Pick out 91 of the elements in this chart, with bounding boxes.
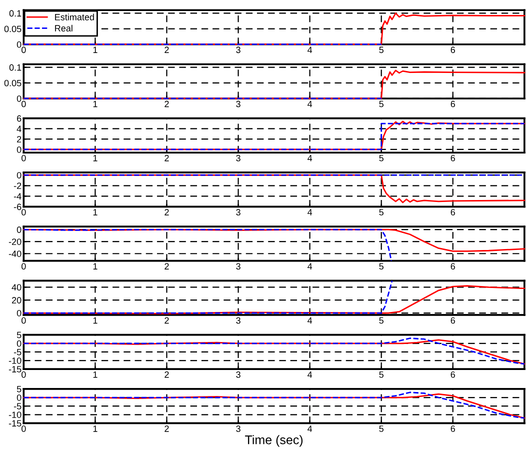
y-tick-label: 5 (16, 332, 22, 338)
x-tick-label: 2 (164, 263, 169, 270)
x-tick-label: 0 (22, 46, 26, 54)
y-tick-label: -10 (8, 357, 22, 364)
y-tick-label: 0 (16, 41, 22, 48)
line-series (22, 228, 392, 262)
x-tick-label: 1 (93, 371, 98, 378)
x-tick-label: 4 (308, 263, 312, 270)
x-tick-label: 3 (236, 209, 240, 216)
x-tick-label: 5 (379, 263, 384, 270)
y-tick-label: -6 (14, 204, 22, 210)
y-tick-label: 0 (16, 95, 22, 102)
y-tick-label: 0.1 (9, 10, 22, 17)
x-tick-label: 4 (308, 209, 312, 216)
x-tick-label: 3 (236, 263, 240, 270)
y-tick-label: -15 (8, 420, 22, 427)
y-tick-label: 5 (16, 386, 22, 392)
x-tick-label: 6 (450, 209, 455, 216)
x-tick-label: 5 (379, 155, 384, 162)
x-tick-label: 6 (450, 426, 455, 432)
x-tick-label: 5 (379, 100, 384, 108)
y-tick-label: 0 (16, 226, 22, 233)
x-axis-title: Time (sec) (245, 435, 303, 447)
x-tick-label: 3 (236, 317, 240, 324)
x-tick-label: 1 (93, 155, 98, 162)
x-tick-label: 1 (93, 426, 98, 432)
x-tick-label: 2 (164, 317, 169, 324)
x-tick-label: 4 (308, 371, 312, 378)
x-tick-label: 2 (164, 100, 169, 108)
y-tick-label: 0.1 (9, 64, 22, 71)
y-tick-label: 0 (16, 172, 22, 178)
x-tick-label: 2 (164, 371, 169, 378)
y-tick-label: 0 (16, 310, 22, 316)
y-tick-label: 0.05 (4, 26, 22, 32)
y-tick-label: -10 (8, 412, 22, 418)
y-tick-label: -40 (8, 250, 22, 257)
x-tick-label: 2 (164, 209, 169, 216)
x-tick-label: 5 (379, 46, 384, 54)
y-tick-label: -5 (14, 349, 22, 356)
x-tick-label: 1 (93, 100, 98, 108)
x-tick-label: 6 (450, 100, 455, 108)
x-tick-label: 3 (236, 154, 240, 162)
x-tick-label: 6 (450, 46, 455, 54)
x-tick-label: 4 (308, 46, 312, 53)
y-tick-label: 0 (16, 146, 22, 153)
y-tick-label: 6 (17, 115, 22, 122)
x-tick-label: 0 (22, 209, 26, 216)
legend-label: Estimated (55, 14, 94, 20)
y-tick-label: 0 (16, 340, 22, 347)
x-tick-label: 1 (93, 46, 98, 53)
x-tick-label: 0 (22, 100, 26, 108)
x-tick-label: 2 (164, 46, 169, 53)
x-tick-label: 3 (236, 100, 240, 108)
x-tick-label: 5 (379, 317, 384, 324)
x-tick-label: 4 (308, 100, 312, 108)
x-tick-label: 2 (164, 426, 169, 432)
x-tick-label: 2 (164, 154, 169, 162)
y-tick-label: -15 (8, 366, 22, 372)
x-tick-label: 0 (22, 263, 26, 270)
y-tick-label: 0 (16, 394, 22, 401)
y-tick-label: 2 (17, 136, 22, 142)
x-tick-label: 0 (22, 317, 26, 324)
x-tick-label: 4 (308, 155, 312, 162)
x-tick-label: 5 (379, 426, 384, 432)
y-tick-label: -20 (8, 238, 22, 245)
x-tick-label: 3 (236, 426, 240, 432)
x-tick-label: 6 (450, 263, 455, 270)
x-tick-label: 0 (22, 154, 26, 162)
x-tick-label: 0 (22, 426, 26, 432)
y-tick-label: -4 (14, 193, 22, 200)
y-tick-label: 20 (12, 297, 22, 304)
x-tick-label: 4 (308, 426, 312, 432)
x-tick-label: 4 (308, 317, 312, 324)
x-tick-label: 6 (450, 154, 455, 162)
x-tick-label: 5 (379, 371, 384, 378)
line-series (22, 280, 393, 314)
y-tick-label: 0.05 (4, 80, 22, 86)
x-tick-label: 1 (93, 263, 98, 270)
y-tick-label: 4 (16, 126, 22, 132)
y-tick-label: -5 (14, 403, 22, 410)
x-tick-label: 5 (379, 209, 384, 216)
x-tick-label: 3 (236, 46, 240, 54)
y-tick-label: -2 (14, 182, 22, 189)
x-tick-label: 1 (93, 317, 98, 324)
x-tick-label: 6 (450, 371, 455, 378)
y-tick-label: 40 (12, 284, 22, 291)
x-tick-label: 0 (22, 371, 26, 378)
x-tick-label: 1 (93, 209, 98, 216)
x-tick-label: 6 (450, 317, 455, 324)
legend-label: Real (55, 24, 72, 32)
x-tick-label: 3 (236, 371, 240, 378)
